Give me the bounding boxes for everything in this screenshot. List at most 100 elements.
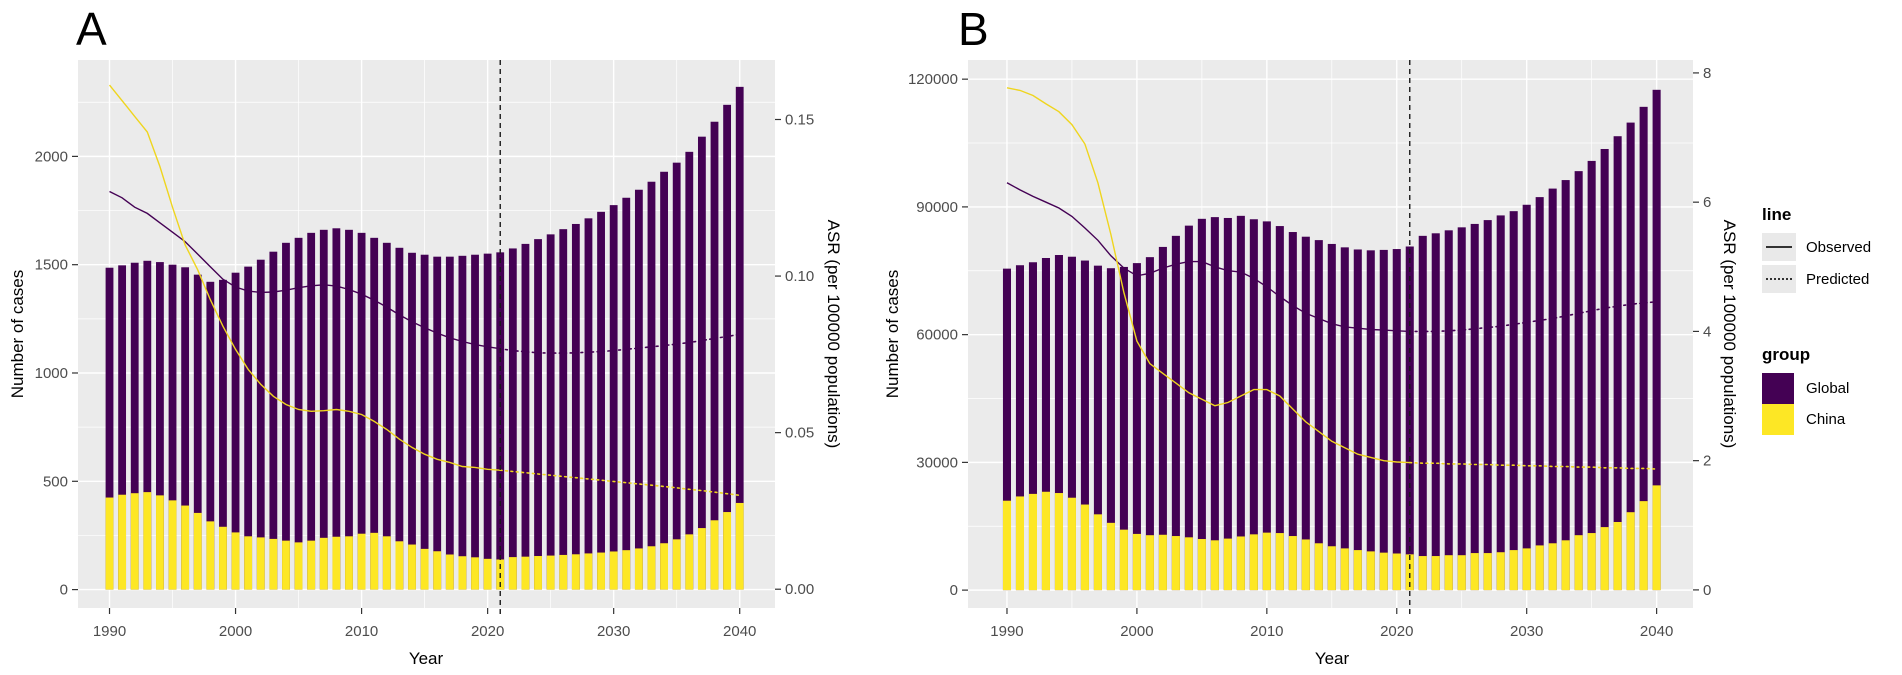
bar (1002, 500, 1012, 591)
bar (193, 512, 202, 590)
bar (1483, 220, 1492, 591)
x-tick-label: 2000 (219, 623, 252, 640)
bar (1288, 232, 1297, 591)
panel-b-label: B (958, 3, 989, 55)
legend: line Observed Predicted group Global Chi… (1762, 205, 1902, 435)
bar (1210, 540, 1219, 591)
bar (1288, 536, 1297, 591)
bar (1561, 540, 1570, 591)
bar (1015, 496, 1024, 591)
bar (1223, 217, 1232, 591)
y-right-tick-label: 0 (1703, 582, 1711, 599)
axes: 1990 2000 2010 2020 2030 2040 0 30000 60000 90000… (908, 65, 1711, 640)
china-swatch-icon (1762, 404, 1794, 435)
bar (445, 256, 454, 590)
bar (1197, 539, 1206, 591)
bar (471, 254, 479, 590)
bar (672, 539, 681, 590)
bar (508, 248, 517, 590)
bar (294, 237, 303, 590)
panel-b: 1990 2000 2010 2020 2030 2040 0 30000 60000 90000… (908, 60, 1711, 640)
bar (282, 242, 290, 590)
bar (332, 536, 341, 590)
panel-a-x-title: Year (408, 649, 444, 668)
bar (143, 260, 152, 590)
bar (471, 557, 479, 590)
x-tick-label: 1990 (990, 623, 1023, 640)
bar (1327, 243, 1336, 591)
panel-b-x-title: Year (1314, 649, 1350, 668)
bar (1210, 217, 1219, 591)
y-left-tick-label: 0 (60, 582, 68, 599)
bars-china (1002, 485, 1661, 591)
bar (1574, 535, 1583, 591)
bar (1067, 497, 1076, 591)
bar (609, 205, 618, 590)
bar (458, 255, 467, 590)
y-left-tick-label: 90000 (916, 199, 958, 216)
x-tick-label: 2020 (471, 623, 504, 640)
panel-b-y-left-title: Number of cases (883, 269, 902, 399)
bar (244, 536, 253, 590)
bar (1392, 553, 1401, 591)
bar (1197, 218, 1206, 591)
bar (584, 218, 593, 590)
y-left-tick-label: 30000 (916, 454, 958, 471)
bar (1522, 204, 1531, 591)
bar (710, 121, 719, 590)
bar (1015, 265, 1024, 591)
legend-group-title: group (1762, 345, 1811, 364)
panel-a-y-right-title: ASR (per 100000 populations) (824, 219, 843, 449)
asr-line-observed-china (1006, 87, 1410, 464)
panel-a-y-left-title: Number of cases (8, 269, 27, 399)
panel-b-y-right-title: ASR (per 100000 populations) (1720, 219, 1739, 449)
bar (1509, 550, 1518, 591)
bar (521, 556, 530, 590)
bar (1613, 136, 1622, 591)
y-left-tick-label: 0 (950, 582, 958, 599)
bar (345, 229, 353, 590)
legend-entry-label: Observed (1806, 238, 1872, 256)
bar (1171, 536, 1180, 591)
bar (1236, 215, 1245, 591)
bar (130, 493, 139, 590)
bar (1080, 260, 1089, 591)
bar (1223, 538, 1232, 591)
predicted-line-key-icon (1762, 265, 1796, 293)
bar (206, 281, 215, 590)
bar (256, 259, 265, 590)
bar (735, 502, 744, 590)
bar (1431, 556, 1440, 591)
bar (1548, 543, 1557, 591)
bar (1418, 235, 1427, 591)
bar (395, 541, 404, 590)
bar (546, 555, 555, 590)
bar (1366, 250, 1375, 591)
bar (672, 162, 681, 590)
bar (1457, 227, 1466, 591)
bar (206, 521, 215, 590)
x-tick-label: 2020 (1380, 623, 1413, 640)
y-right-tick-label: 6 (1703, 194, 1711, 211)
bar (130, 262, 139, 590)
bar (647, 181, 656, 590)
bar (1496, 552, 1505, 591)
bar (420, 548, 429, 590)
bar (1132, 263, 1141, 591)
bar (685, 534, 694, 590)
bar (1509, 211, 1518, 591)
bar (181, 267, 190, 590)
bar (634, 189, 643, 590)
bar (685, 151, 694, 590)
bar (1613, 521, 1622, 591)
bars-china (105, 492, 744, 590)
y-right-tick-label: 0.10 (785, 268, 814, 285)
bar (1119, 266, 1128, 591)
bar (408, 544, 416, 590)
bar (168, 500, 177, 590)
bar (1535, 545, 1544, 591)
bar (420, 254, 429, 590)
legend-entry-observed: Observed (1762, 233, 1902, 261)
bar (357, 533, 366, 590)
bar (735, 86, 744, 590)
